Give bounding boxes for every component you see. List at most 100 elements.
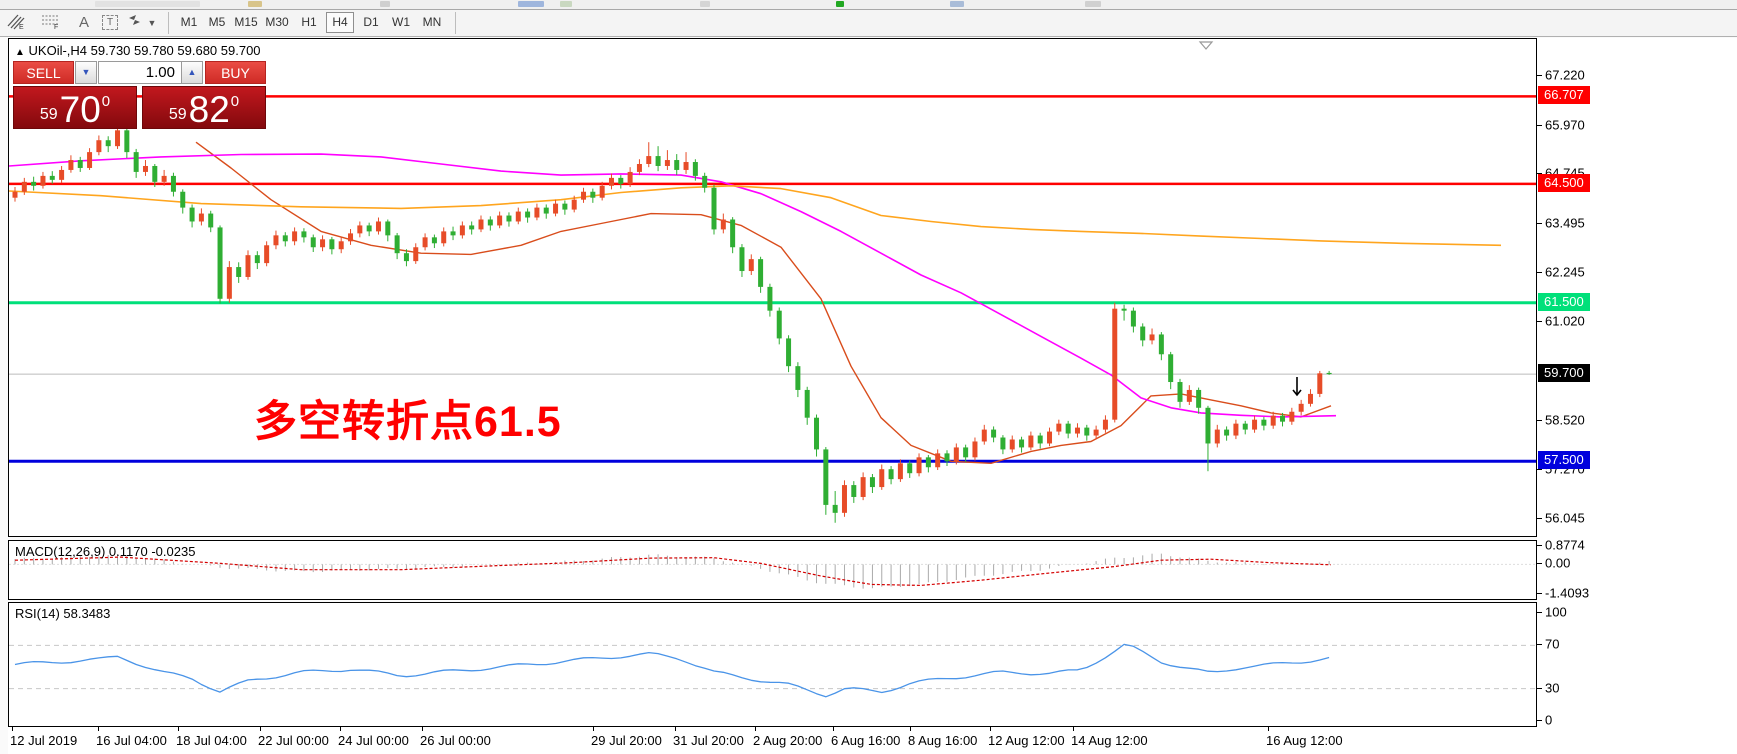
- sell-price-sup: 0: [101, 93, 111, 110]
- date-label: 12 Aug 12:00: [988, 733, 1065, 748]
- date-label: 14 Aug 12:00: [1071, 733, 1148, 748]
- main-chart-panel[interactable]: ▲ UKOil-,H4 59.730 59.780 59.680 59.700 …: [8, 38, 1537, 537]
- axis-tick: [1537, 545, 1542, 546]
- axis-tick: [1537, 419, 1542, 421]
- date-tick: [1073, 727, 1074, 731]
- dropdown-caret-icon[interactable]: ▼: [147, 17, 157, 28]
- tab-timeframe-m30[interactable]: M30: [265, 15, 289, 29]
- price-axis-label: 63.495: [1545, 215, 1585, 231]
- toolbar-fragment: [95, 1, 200, 7]
- axis-tick: [1537, 563, 1542, 565]
- date-tick: [833, 727, 834, 731]
- trade-controls-row: SELL ▼ 1.00 ▲ BUY: [13, 61, 275, 85]
- price-badge: 59.700: [1538, 364, 1590, 383]
- toolbar-fragment: [836, 1, 844, 7]
- tab-timeframe-m15[interactable]: M15: [234, 15, 258, 29]
- date-label: 2 Aug 20:00: [753, 733, 823, 748]
- axis-tick: [1537, 592, 1542, 594]
- buy-price-tile[interactable]: 59 82 0: [142, 86, 266, 129]
- date-tick: [755, 727, 756, 731]
- tab-timeframe-h4[interactable]: H4: [326, 12, 354, 33]
- cutoff-toolbar-strip: [0, 0, 1737, 10]
- sell-price-tile[interactable]: 59 70 0: [13, 86, 137, 129]
- sell-button[interactable]: SELL: [13, 61, 74, 84]
- rsi-axis-label: 30: [1545, 680, 1560, 696]
- sell-price-prefix: 59: [39, 106, 58, 123]
- macd-axis-label: -1.4093: [1545, 585, 1590, 601]
- volume-input[interactable]: 1.00: [98, 61, 182, 84]
- toolbar-separator: [168, 12, 169, 34]
- toolbar-fragment: [518, 1, 544, 7]
- axis-tick: [1537, 612, 1542, 613]
- axis-tick: [1537, 644, 1542, 646]
- macd-axis-label: 0.8774: [1545, 537, 1585, 553]
- date-tick: [1268, 727, 1269, 731]
- axis-tick: [1537, 222, 1542, 224]
- date-tick: [340, 727, 341, 731]
- axis-tick: [1537, 173, 1542, 175]
- price-axis[interactable]: 67.22065.97064.74563.49562.24561.02058.5…: [1537, 38, 1737, 754]
- date-label: 24 Jul 00:00: [338, 733, 409, 748]
- text-label-icon[interactable]: A: [78, 14, 89, 31]
- price-axis-label: 56.045: [1545, 510, 1585, 526]
- date-tick: [910, 727, 911, 731]
- symbol-ohlc-text: UKOil-,H4 59.730 59.780 59.680 59.700: [28, 43, 261, 58]
- price-axis-label: 67.220: [1545, 67, 1585, 83]
- price-badge: 66.707: [1538, 86, 1590, 105]
- toolbar-fragment: [950, 1, 964, 7]
- date-label: 22 Jul 00:00: [258, 733, 329, 748]
- toolbar-fragment: [560, 1, 572, 7]
- date-label: 29 Jul 20:00: [591, 733, 662, 748]
- fibo-retracement-icon[interactable]: F: [40, 12, 64, 33]
- date-label: 16 Aug 12:00: [1266, 733, 1343, 748]
- tab-timeframe-d1[interactable]: D1: [363, 15, 379, 29]
- date-label: 6 Aug 16:00: [831, 733, 901, 748]
- date-tick: [422, 727, 423, 731]
- rsi-label: RSI(14) 58.3483: [15, 606, 111, 621]
- toolbar-separator: [455, 12, 456, 34]
- price-badge: 61.500: [1538, 292, 1590, 311]
- ma-mid-line: [9, 153, 1337, 418]
- date-tick: [990, 727, 991, 731]
- tab-timeframe-h1[interactable]: H1: [301, 15, 317, 29]
- price-badge: 64.500: [1538, 173, 1590, 192]
- equidistant-channel-icon[interactable]: E: [6, 12, 30, 33]
- tab-timeframe-mn[interactable]: MN: [422, 15, 442, 29]
- buy-button[interactable]: BUY: [205, 61, 266, 84]
- axis-tick: [1537, 124, 1542, 126]
- macd-axis-label: 0.00: [1545, 555, 1571, 571]
- price-axis-label: 61.020: [1545, 313, 1585, 329]
- arrow-tools-icon[interactable]: [126, 12, 150, 33]
- collapse-arrow-icon[interactable]: ▲: [15, 47, 25, 58]
- date-tick: [675, 727, 676, 731]
- tab-timeframe-m5[interactable]: M5: [208, 15, 226, 29]
- buy-price-main: 82: [188, 89, 230, 130]
- date-label: 26 Jul 00:00: [420, 733, 491, 748]
- price-axis-label: 62.245: [1545, 264, 1585, 280]
- price-axis-label: 58.520: [1545, 412, 1585, 428]
- volume-decrease-button[interactable]: ▼: [75, 61, 97, 84]
- date-label: 31 Jul 20:00: [673, 733, 744, 748]
- price-badge: 57.500: [1538, 451, 1590, 470]
- axis-tick: [1537, 75, 1542, 76]
- chinese-annotation: 多空转折点61.5: [254, 398, 562, 446]
- rsi-axis-label: 70: [1545, 636, 1560, 652]
- tab-timeframe-m1[interactable]: M1: [180, 15, 198, 29]
- symbol-header: ▲ UKOil-,H4 59.730 59.780 59.680 59.700: [15, 43, 261, 58]
- chart-toolbar: E F A T ▼ M1 M5 M15 M30 H1 H4: [0, 10, 1737, 37]
- axis-tick: [1537, 272, 1542, 274]
- rsi-panel[interactable]: RSI(14) 58.3483: [8, 602, 1537, 727]
- axis-tick: [1537, 720, 1542, 721]
- date-tick: [178, 727, 179, 731]
- buy-price-prefix: 59: [168, 106, 187, 123]
- volume-increase-button[interactable]: ▲: [181, 61, 203, 84]
- date-axis[interactable]: 12 Jul 2019 16 Jul 04:00 18 Jul 04:00 22 Ju…: [8, 727, 1537, 754]
- buy-price-sup: 0: [230, 93, 240, 110]
- axis-tick: [1537, 320, 1542, 322]
- date-label: 16 Jul 04:00: [96, 733, 167, 748]
- tab-timeframe-w1[interactable]: W1: [392, 15, 410, 29]
- text-box-icon[interactable]: T: [98, 12, 122, 33]
- macd-panel[interactable]: MACD(12,26,9) 0.1170 -0.0235: [8, 540, 1537, 600]
- toolbar-fragment: [700, 1, 710, 7]
